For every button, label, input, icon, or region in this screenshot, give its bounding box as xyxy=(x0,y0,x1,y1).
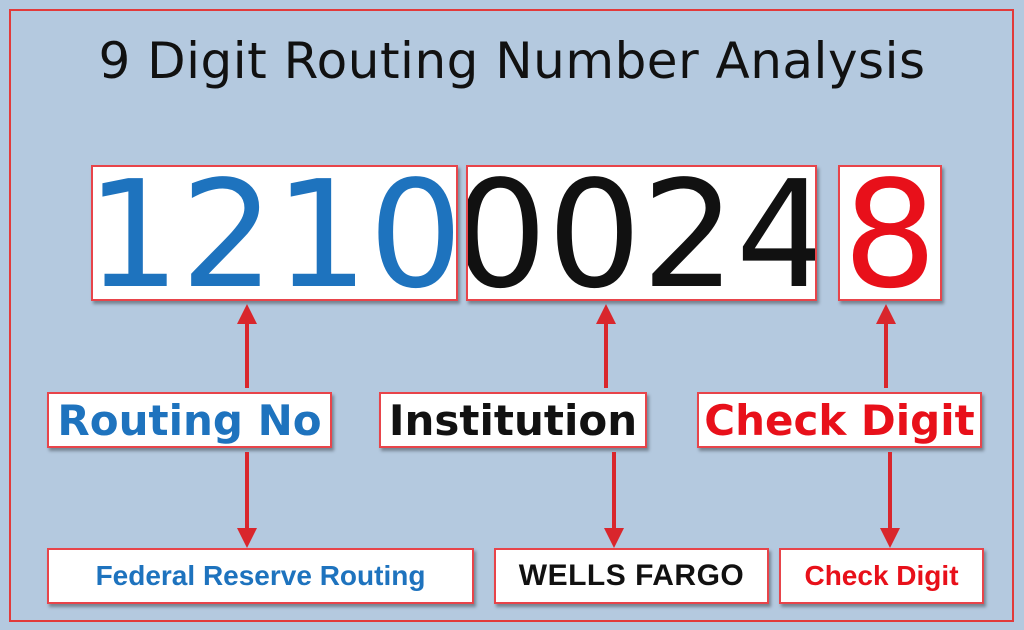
check-digit-box: 8 xyxy=(838,165,942,301)
institution-digits-box: 0024 xyxy=(466,165,817,301)
wells-fargo-box: WELLS FARGO xyxy=(494,548,769,604)
routing-digits-box: 1210 xyxy=(91,165,458,301)
check-digit-result-box: Check Digit xyxy=(779,548,984,604)
check-digit-label: Check Digit xyxy=(697,392,982,448)
outer-frame xyxy=(9,9,1014,622)
federal-reserve-routing-box: Federal Reserve Routing xyxy=(47,548,474,604)
institution-label: Institution xyxy=(379,392,647,448)
diagram-title: 9 Digit Routing Number Analysis xyxy=(98,32,926,90)
routing-no-label: Routing No xyxy=(47,392,332,448)
